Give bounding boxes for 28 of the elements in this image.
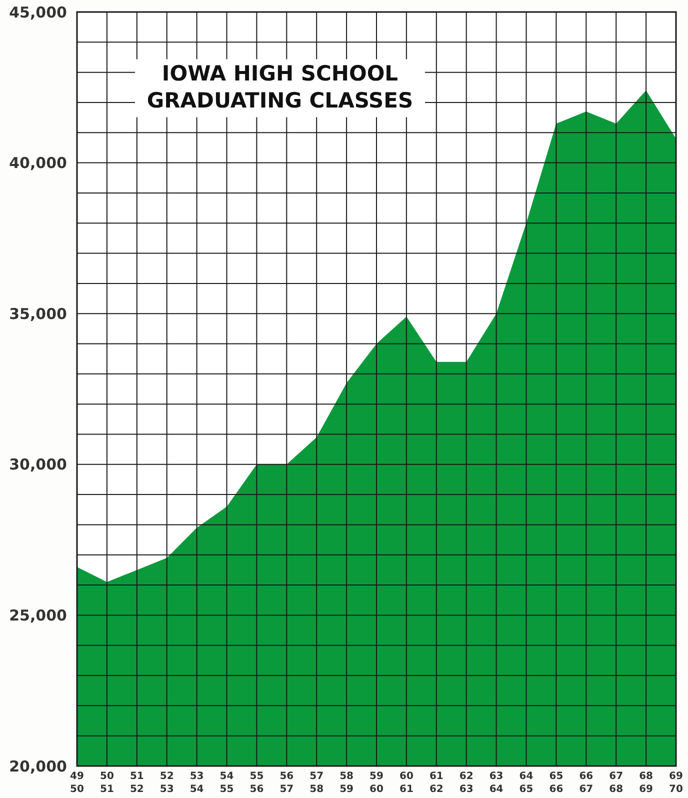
y-tick-label: 25,000 — [9, 606, 67, 624]
x-tick-label: 55 56 — [250, 771, 264, 795]
x-tick-label: 49 50 — [70, 771, 84, 795]
x-tick-label: 50 51 — [100, 771, 114, 795]
text: IOWA HIGH SCHOOL GRADUATING CLASSES — [146, 61, 414, 112]
x-tick-label: 61 62 — [429, 771, 444, 795]
x-tick-label: 69 70 — [669, 771, 683, 795]
x-tick-label: 58 59 — [340, 771, 354, 795]
x-tick-label: 57 58 — [310, 771, 324, 795]
x-tick-label: 68 69 — [639, 771, 654, 795]
y-tick-label: 20,000 — [9, 757, 67, 776]
x-tick-label: 56 57 — [280, 771, 294, 795]
x-tick-label: 52 53 — [160, 771, 174, 795]
x-tick-label: 66 67 — [579, 771, 594, 795]
y-tick-label: 45,000 — [9, 3, 67, 22]
y-tick-label: 40,000 — [9, 154, 67, 172]
x-tick-label: 63 64 — [489, 771, 504, 795]
x-tick-label: 59 60 — [370, 771, 384, 795]
x-tick-label: 62 63 — [459, 771, 474, 795]
x-tick-label: 65 66 — [549, 771, 564, 795]
x-tick-label: 64 65 — [519, 771, 534, 795]
x-tick-label: 67 68 — [609, 771, 624, 795]
x-tick-label: 54 55 — [220, 771, 234, 795]
y-tick-label: 35,000 — [9, 304, 67, 323]
x-tick-label: 51 52 — [130, 771, 144, 795]
y-tick-label: 30,000 — [9, 456, 67, 474]
x-tick-label: 53 54 — [190, 771, 204, 795]
x-tick-label: 60 61 — [399, 771, 414, 795]
